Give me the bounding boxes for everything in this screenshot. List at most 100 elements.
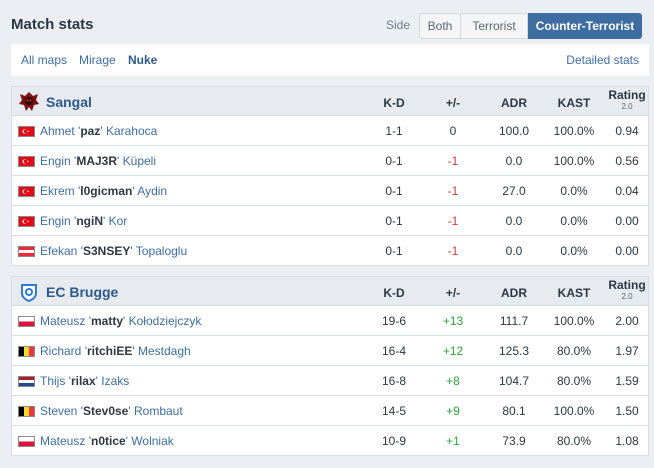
plus-minus-value: +1 bbox=[446, 434, 460, 448]
team-table-ec-brugge: EC Brugge K-D +/- ADR KAST Rating 2.0 Mat… bbox=[11, 276, 649, 456]
player-name-link[interactable]: Ahmet 'paz' Karahoca bbox=[40, 124, 158, 138]
player-name-link[interactable]: Efekan 'S3NSEY' Topaloglu bbox=[40, 244, 188, 258]
plus-minus-value: +12 bbox=[442, 344, 464, 358]
player-first-name: Engin bbox=[40, 214, 71, 228]
kast-value: 100.0% bbox=[553, 314, 595, 328]
rating-version: 2.0 bbox=[621, 102, 633, 111]
plus-minus-value: -1 bbox=[447, 244, 459, 258]
poland-flag-icon bbox=[18, 316, 35, 327]
rating-value: 0.56 bbox=[615, 154, 639, 168]
turkey-flag-icon bbox=[18, 186, 35, 197]
rating-value: 1.50 bbox=[615, 404, 639, 418]
player-row: Engin 'MAJ3R' Küpeli 0-1 -1 0.0 100.0% 0.56 bbox=[11, 146, 649, 176]
kast-value: 80.0% bbox=[556, 344, 592, 358]
side-label: Side bbox=[386, 18, 411, 32]
player-nickname: l0gicman bbox=[80, 184, 133, 198]
rating-value: 2.00 bbox=[615, 314, 639, 328]
adr-value: 104.7 bbox=[498, 374, 530, 388]
player-name-link[interactable]: Richard 'ritchiEE' Mestdagh bbox=[40, 344, 191, 358]
player-first-name: Efekan bbox=[40, 244, 78, 258]
player-first-name: Mateusz bbox=[40, 434, 86, 448]
player-last-name: Izaks bbox=[101, 374, 130, 388]
column-header-plus-minus: +/- bbox=[445, 286, 461, 300]
kast-value: 80.0% bbox=[556, 434, 592, 448]
player-last-name: Kołodziejczyk bbox=[128, 314, 202, 328]
player-name-link[interactable]: Mateusz 'matty' Kołodziejczyk bbox=[40, 314, 202, 328]
player-name-link[interactable]: Engin 'MAJ3R' Küpeli bbox=[40, 154, 156, 168]
turkey-flag-icon bbox=[18, 216, 35, 227]
austria-flag-icon bbox=[18, 246, 35, 257]
kd-value: 0-1 bbox=[385, 184, 403, 198]
kast-value: 0.0% bbox=[560, 244, 588, 258]
sangal-logo-icon bbox=[19, 92, 39, 111]
rating-value: 1.97 bbox=[615, 344, 639, 358]
match-stats-header: Match stats Side Both Terrorist Counter-… bbox=[0, 0, 654, 48]
rating-label: Rating bbox=[608, 88, 646, 102]
page-title: Match stats bbox=[11, 16, 94, 33]
kd-value: 1-1 bbox=[385, 124, 403, 138]
kd-value: 16-4 bbox=[381, 344, 407, 358]
belgium-flag-icon bbox=[18, 346, 35, 357]
adr-value: 0.0 bbox=[505, 244, 523, 258]
map-tab-mirage[interactable]: Mirage bbox=[79, 53, 116, 67]
turkey-flag-icon bbox=[18, 156, 35, 167]
kd-value: 0-1 bbox=[385, 244, 403, 258]
team-name[interactable]: EC Brugge bbox=[46, 284, 119, 300]
kd-value: 19-6 bbox=[381, 314, 407, 328]
detailed-stats-link[interactable]: Detailed stats bbox=[566, 53, 639, 67]
player-nickname: Stev0se bbox=[82, 404, 129, 418]
player-nickname: n0tice bbox=[90, 434, 126, 448]
side-terrorist-button[interactable]: Terrorist bbox=[461, 13, 528, 39]
rating-value: 0.04 bbox=[615, 184, 639, 198]
player-last-name: Aydin bbox=[137, 184, 168, 198]
player-row: Ekrem 'l0gicman' Aydin 0-1 -1 27.0 0.0% 0.04 bbox=[11, 176, 649, 206]
player-last-name: Mestdagh bbox=[137, 344, 191, 358]
player-first-name: Mateusz bbox=[40, 314, 86, 328]
kast-value: 100.0% bbox=[553, 404, 595, 418]
adr-value: 27.0 bbox=[502, 184, 526, 198]
map-tabs-bar: All maps Mirage Nuke Detailed stats bbox=[11, 44, 649, 76]
adr-value: 80.1 bbox=[502, 404, 526, 418]
player-row: Thijs 'rilax' Izaks 16-8 +8 104.7 80.0% 1.59 bbox=[11, 366, 649, 396]
player-first-name: Ekrem bbox=[40, 184, 75, 198]
player-name-link[interactable]: Engin 'ngiN' Kor bbox=[40, 214, 128, 228]
ec-brugge-logo-icon bbox=[21, 284, 37, 302]
kd-value: 0-1 bbox=[385, 214, 403, 228]
adr-value: 73.9 bbox=[502, 434, 526, 448]
rating-value: 1.08 bbox=[615, 434, 639, 448]
team-name[interactable]: Sangal bbox=[46, 94, 92, 110]
player-last-name: Karahoca bbox=[105, 124, 158, 138]
player-nickname: ritchiEE bbox=[86, 344, 133, 358]
player-nickname: MAJ3R bbox=[76, 154, 118, 168]
player-last-name: Rombaut bbox=[133, 404, 183, 418]
kast-value: 100.0% bbox=[553, 124, 595, 138]
map-tab-nuke[interactable]: Nuke bbox=[128, 53, 158, 67]
turkey-flag-icon bbox=[18, 126, 35, 137]
side-both-button[interactable]: Both bbox=[419, 13, 461, 39]
adr-value: 100.0 bbox=[498, 124, 530, 138]
player-name-link[interactable]: Thijs 'rilax' Izaks bbox=[40, 374, 130, 388]
player-last-name: Wolniak bbox=[131, 434, 174, 448]
column-header-adr: ADR bbox=[501, 96, 527, 110]
column-header-kd: K-D bbox=[383, 96, 405, 110]
kd-value: 16-8 bbox=[381, 374, 407, 388]
player-name-link[interactable]: Ekrem 'l0gicman' Aydin bbox=[40, 184, 168, 198]
adr-value: 125.3 bbox=[498, 344, 530, 358]
player-name-link[interactable]: Steven 'Stev0se' Rombaut bbox=[40, 404, 183, 418]
kd-value: 0-1 bbox=[385, 154, 403, 168]
map-tab-all-maps[interactable]: All maps bbox=[21, 53, 68, 67]
player-nickname: S3NSEY bbox=[82, 244, 131, 258]
player-nickname: ngiN bbox=[76, 214, 103, 228]
plus-minus-value: 0 bbox=[449, 124, 457, 138]
kast-value: 0.0% bbox=[560, 184, 588, 198]
player-nickname: matty bbox=[90, 314, 123, 328]
kd-value: 10-9 bbox=[381, 434, 407, 448]
plus-minus-value: -1 bbox=[447, 154, 459, 168]
rating-label: Rating bbox=[608, 278, 646, 292]
side-counter-terrorist-button[interactable]: Counter-Terrorist bbox=[528, 13, 642, 39]
rating-value: 0.94 bbox=[615, 124, 639, 138]
kast-value: 100.0% bbox=[553, 154, 595, 168]
player-first-name: Thijs bbox=[40, 374, 66, 388]
player-name-link[interactable]: Mateusz 'n0tice' Wolniak bbox=[40, 434, 174, 448]
